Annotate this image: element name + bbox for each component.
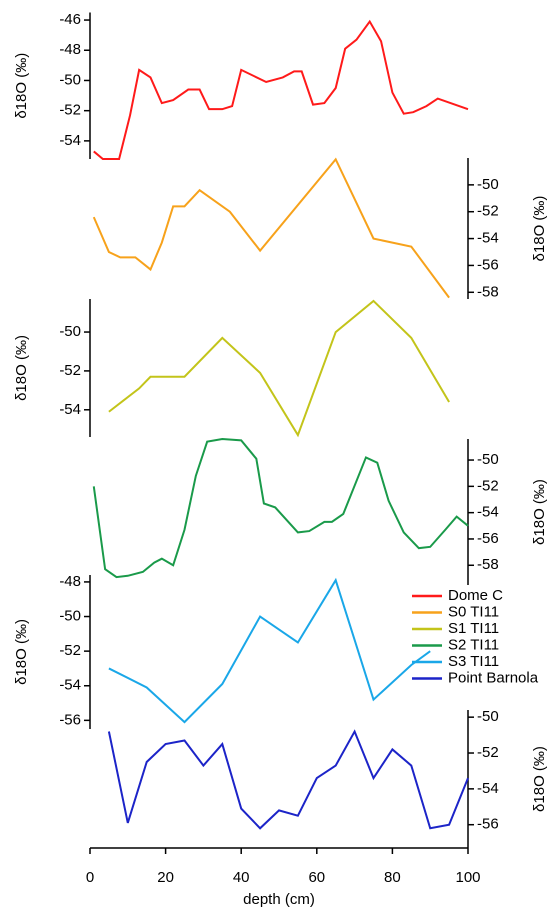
- x-tick-label: 0: [86, 869, 94, 886]
- x-tick-label: 20: [157, 869, 174, 886]
- y-tick-label: -54: [59, 132, 81, 149]
- y-tick-label: -48: [59, 573, 81, 590]
- y-tick-label: -54: [477, 230, 499, 247]
- series-line: [108, 299, 450, 438]
- y-tick-label: -50: [59, 71, 81, 88]
- x-tick-label: 60: [308, 869, 325, 886]
- series-line: [92, 437, 469, 579]
- y-tick-label: -50: [477, 708, 499, 725]
- y-axis-label: δ18O (‰): [531, 746, 548, 812]
- y-tick-label: -52: [59, 362, 81, 379]
- y-tick-label: -52: [59, 102, 81, 119]
- y-tick-label: -54: [59, 677, 81, 694]
- y-tick-label: -58: [477, 283, 499, 300]
- y-axis-label: δ18O (‰): [13, 53, 30, 119]
- y-tick-label: -46: [59, 11, 81, 28]
- legend-label: S1 TI11: [448, 620, 499, 637]
- legend-label: S2 TI11: [448, 636, 499, 653]
- y-tick-label: -56: [59, 711, 81, 728]
- y-tick-label: -48: [59, 41, 81, 58]
- x-axis-label: depth (cm): [243, 891, 315, 908]
- series-line: [108, 577, 431, 724]
- y-tick-label: -56: [477, 530, 499, 547]
- legend-label: S0 TI11: [448, 603, 499, 620]
- y-tick-label: -50: [477, 451, 499, 468]
- y-tick-label: -52: [477, 744, 499, 761]
- y-tick-label: -54: [59, 401, 81, 418]
- y-axis-label: δ18O (‰): [13, 335, 30, 401]
- y-tick-label: -50: [477, 176, 499, 193]
- legend-label: Dome C: [448, 587, 503, 604]
- y-tick-label: -54: [477, 780, 499, 797]
- y-tick-label: -54: [477, 504, 499, 521]
- y-axis-label: δ18O (‰): [531, 196, 548, 262]
- series-line: [93, 19, 469, 160]
- y-tick-label: -52: [477, 477, 499, 494]
- legend-label: Point Barnola: [448, 669, 539, 686]
- y-tick-label: -52: [477, 203, 499, 220]
- y-axis-label: δ18O (‰): [531, 479, 548, 545]
- y-axis-label: δ18O (‰): [13, 619, 30, 685]
- x-tick-label: 40: [233, 869, 250, 886]
- x-tick-label: 100: [455, 869, 480, 886]
- series-line: [92, 157, 450, 299]
- y-tick-label: -52: [59, 642, 81, 659]
- y-tick-label: -50: [59, 323, 81, 340]
- y-tick-label: -58: [477, 556, 499, 573]
- y-tick-label: -56: [477, 816, 499, 833]
- y-tick-label: -56: [477, 256, 499, 273]
- y-tick-label: -50: [59, 607, 81, 624]
- x-tick-label: 80: [384, 869, 401, 886]
- series-line: [107, 729, 469, 830]
- legend-label: S3 TI11: [448, 653, 499, 670]
